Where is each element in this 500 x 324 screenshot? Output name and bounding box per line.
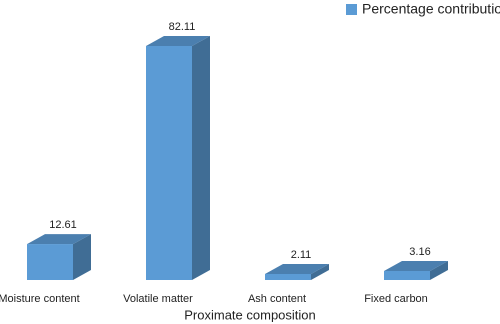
bar-front (384, 270, 430, 280)
data-label: 12.61 (49, 219, 77, 231)
bar-top (27, 234, 91, 245)
x-tick-label: Volatile matter (123, 293, 193, 305)
x-axis-title: Proximate composition (184, 307, 316, 322)
bar (27, 234, 91, 280)
x-tick-label: Fixed carbon (364, 293, 428, 305)
bar-front (27, 244, 73, 280)
bar-side (73, 234, 91, 280)
x-tick-label: Moisture content (0, 293, 80, 305)
data-label: 82.11 (169, 21, 196, 33)
legend-text: Percentage contribution (362, 1, 500, 17)
x-tick-label: Ash content (248, 293, 306, 305)
bar (265, 263, 329, 280)
bar-top (384, 260, 448, 271)
bar (384, 260, 448, 280)
bar-top (146, 36, 210, 46)
bar-side (192, 36, 210, 280)
bar (146, 36, 210, 280)
data-label: 3.16 (409, 246, 430, 258)
bar-top (265, 263, 329, 274)
bar-side (430, 260, 448, 280)
bar-side (311, 263, 329, 280)
bar-front (146, 46, 192, 280)
legend-swatch (346, 4, 357, 15)
data-label: 2.11 (291, 249, 312, 261)
bar-front (265, 273, 311, 280)
